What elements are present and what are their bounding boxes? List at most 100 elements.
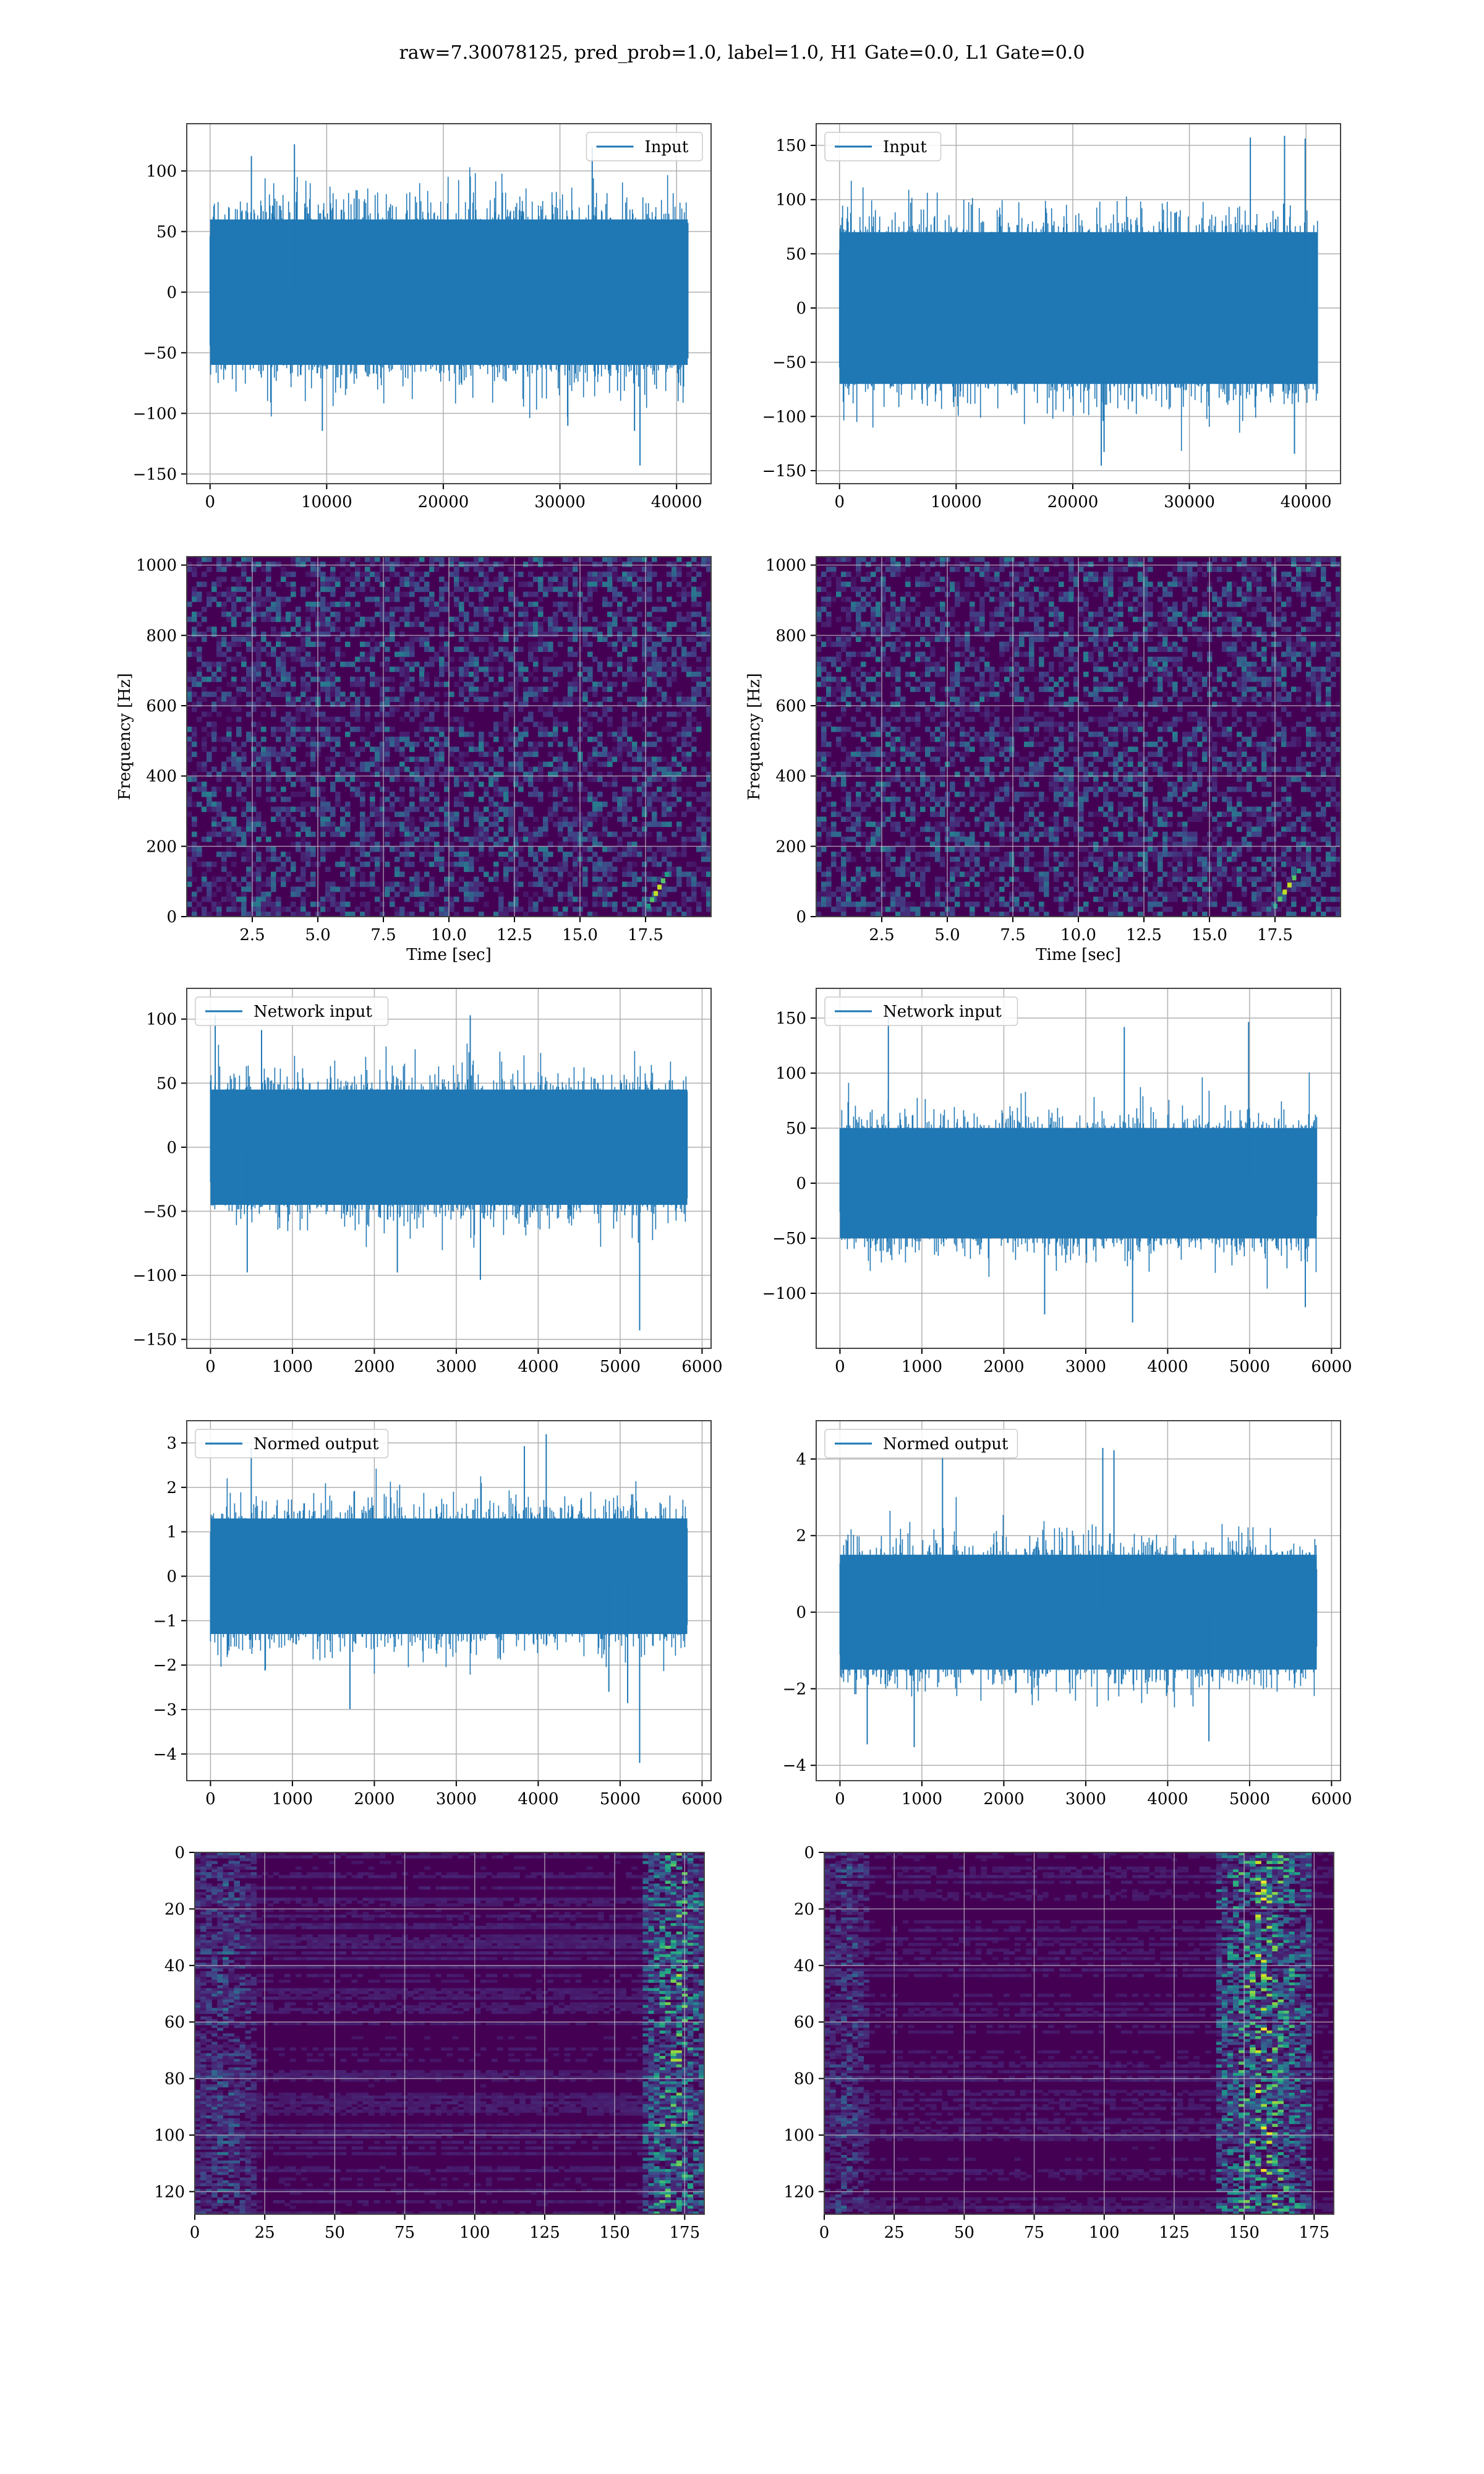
heatmap-cell <box>538 587 544 593</box>
heatmap-cell <box>627 832 633 837</box>
heatmap-cell <box>965 717 970 722</box>
heatmap-cell <box>866 622 871 627</box>
heatmap-cell <box>930 756 936 762</box>
heatmap-cell <box>202 897 207 902</box>
heatmap-cell <box>216 677 222 682</box>
heatmap-cell <box>192 612 197 617</box>
heatmap-cell <box>202 636 207 642</box>
heatmap-cell <box>474 581 479 587</box>
heatmap-cell <box>955 821 960 827</box>
heatmap-cell <box>261 631 267 637</box>
heatmap-cell <box>370 657 375 662</box>
heatmap-cell <box>409 802 415 807</box>
heatmap-cell <box>449 907 454 912</box>
heatmap-cell <box>890 737 896 742</box>
heatmap-cell <box>930 732 936 737</box>
heatmap-cell <box>915 737 921 742</box>
heatmap-cell <box>261 881 267 887</box>
heatmap-cell <box>965 902 970 907</box>
heatmap-cell <box>385 636 390 642</box>
heatmap-cell <box>216 811 222 817</box>
heatmap-cell <box>915 712 921 717</box>
heatmap-cell <box>533 627 539 632</box>
heatmap-cell <box>871 696 876 702</box>
heatmap-cell <box>266 782 271 787</box>
heatmap-cell <box>370 557 375 562</box>
heatmap-cell <box>241 557 247 562</box>
heatmap-cell <box>345 732 351 737</box>
heatmap-cell <box>419 636 425 642</box>
heatmap-cell <box>826 871 832 877</box>
heatmap-cell <box>597 581 603 587</box>
heatmap-cell <box>637 701 642 707</box>
heatmap-cell <box>955 667 960 672</box>
heatmap-cell <box>439 747 445 752</box>
heatmap-cell <box>216 602 222 607</box>
heatmap-cell <box>970 847 975 852</box>
heatmap-cell <box>523 701 529 707</box>
heatmap-cell <box>612 617 618 622</box>
heatmap-cell <box>380 567 385 572</box>
heatmap-cell <box>647 677 652 682</box>
heatmap-cell <box>211 821 217 827</box>
heatmap-cell <box>464 777 469 782</box>
heatmap-cell <box>632 876 638 882</box>
heatmap-cell <box>291 727 296 732</box>
heatmap-cell <box>955 816 960 822</box>
heatmap-cell <box>523 727 529 732</box>
heatmap-cell <box>553 867 558 872</box>
heatmap-cell <box>856 617 861 622</box>
heatmap-cell <box>622 816 628 822</box>
heatmap-cell <box>885 756 891 762</box>
heatmap-cell <box>905 832 911 837</box>
heatmap-cell <box>518 802 524 807</box>
heatmap-cell <box>821 696 827 702</box>
heatmap-cell <box>355 707 360 713</box>
heatmap-cell <box>831 687 837 692</box>
heatmap-cell <box>484 696 489 702</box>
heatmap-cell <box>940 767 945 773</box>
heatmap-cell <box>355 907 360 912</box>
heatmap-cell <box>493 707 499 713</box>
heatmap-cell <box>979 567 985 572</box>
heatmap-cell <box>464 732 469 737</box>
heatmap-cell <box>345 782 351 787</box>
heatmap-cell <box>459 727 464 732</box>
heatmap-cell <box>885 751 891 757</box>
heatmap-cell <box>970 612 975 617</box>
heatmap-cell <box>533 832 539 837</box>
heatmap-cell <box>385 862 390 867</box>
heatmap-cell <box>920 867 926 872</box>
heatmap-cell <box>974 767 980 773</box>
heatmap-cell <box>424 767 430 773</box>
heatmap-cell <box>256 652 262 657</box>
heatmap-cell <box>573 627 578 632</box>
heatmap-cell <box>281 862 286 867</box>
heatmap-cell <box>429 782 435 787</box>
heatmap-cell <box>345 862 351 867</box>
heatmap-cell <box>935 712 940 717</box>
heatmap-cell <box>365 821 370 827</box>
heatmap-cell <box>841 662 846 667</box>
heatmap-cell <box>627 607 633 612</box>
heatmap-cell <box>291 612 296 617</box>
heatmap-cell <box>667 852 672 857</box>
heatmap-cell <box>211 892 217 897</box>
heatmap-cell <box>241 787 247 792</box>
heatmap-cell <box>474 576 479 582</box>
heatmap-cell <box>202 742 207 747</box>
heatmap-cell <box>652 627 657 632</box>
heatmap-cell <box>414 557 420 562</box>
heatmap-cell <box>493 657 499 662</box>
heatmap-cell <box>617 747 623 752</box>
heatmap-cell <box>449 862 454 867</box>
heatmap-cell <box>216 852 222 857</box>
heatmap-cell <box>409 622 415 627</box>
heatmap-cell <box>192 852 197 857</box>
heatmap-cell <box>360 571 365 577</box>
heatmap-cell <box>866 641 871 647</box>
heatmap-cell <box>523 827 529 833</box>
heatmap-cell <box>533 852 539 857</box>
heatmap-cell <box>672 751 677 757</box>
heatmap-cell <box>226 612 232 617</box>
